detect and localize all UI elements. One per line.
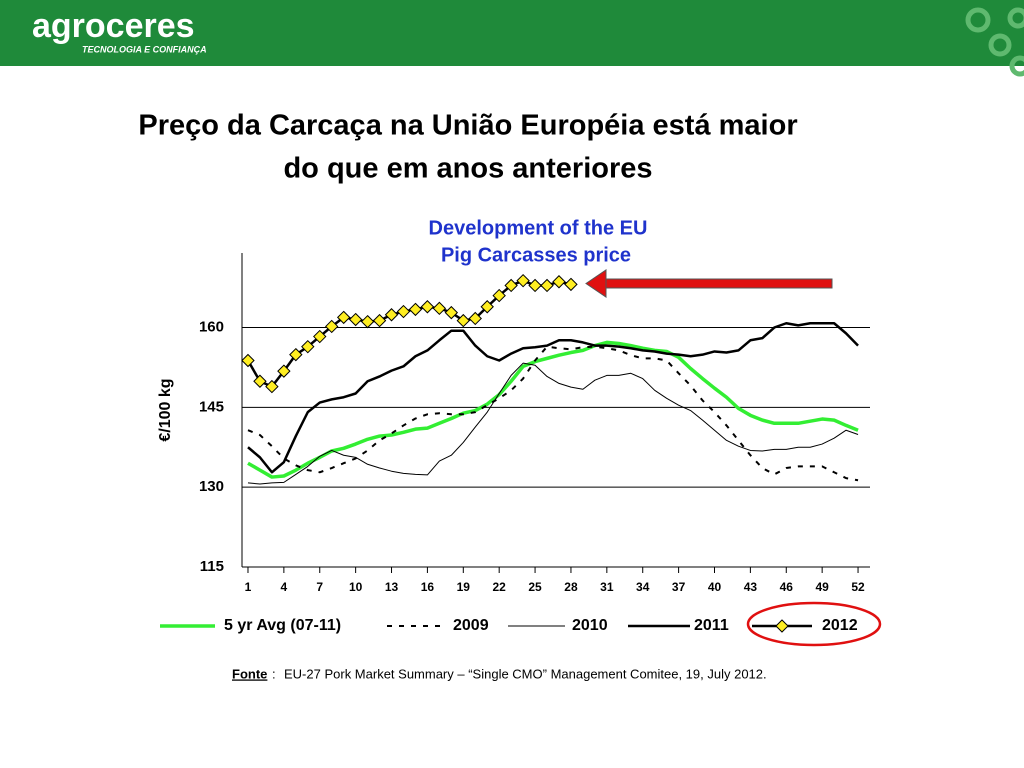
marker <box>336 310 351 325</box>
marker <box>540 278 554 293</box>
red-arrow <box>585 269 833 298</box>
legend-label: 2011 <box>694 617 729 634</box>
marker <box>241 353 255 368</box>
y-axis-label: €/100 kg <box>157 378 174 441</box>
x-tick-label: 7 <box>316 580 323 594</box>
legend-label: 2009 <box>453 617 489 634</box>
series-line <box>247 362 859 485</box>
marker <box>552 275 566 289</box>
marker <box>348 312 363 327</box>
series-line <box>246 279 572 388</box>
marker <box>265 379 279 394</box>
chart-title: Pig Carcasses price <box>441 244 631 266</box>
x-tick-label: 10 <box>349 580 363 594</box>
slide-title: do que em anos anteriores <box>283 153 652 185</box>
marker <box>444 305 459 320</box>
slide-title: Preço da Carcaça na União Européia está … <box>138 110 797 142</box>
series-line <box>247 322 859 474</box>
header-bar <box>0 0 1024 66</box>
legend-marker <box>775 619 789 633</box>
y-tick-label: 160 <box>199 318 224 335</box>
marker <box>528 278 542 293</box>
legend-label: 2010 <box>572 617 608 634</box>
marker <box>253 374 267 388</box>
legend-label: 5 yr Avg (07-11) <box>224 617 341 634</box>
marker <box>468 311 482 326</box>
marker <box>289 347 303 362</box>
y-tick-label: 115 <box>200 558 224 575</box>
marker <box>301 339 315 354</box>
x-tick-label: 46 <box>780 580 794 594</box>
highlight-ellipse <box>746 601 882 647</box>
marker <box>516 273 530 288</box>
x-tick-label: 4 <box>281 580 288 594</box>
marker <box>277 364 291 378</box>
source-label: Fonte <box>232 666 267 681</box>
marker <box>456 313 471 328</box>
marker <box>396 304 411 319</box>
x-tick-label: 25 <box>528 580 542 594</box>
x-tick-label: 52 <box>851 580 865 594</box>
marker <box>408 302 423 317</box>
x-tick-label: 1 <box>245 580 252 594</box>
x-tick-label: 28 <box>564 580 578 594</box>
y-tick-label: 145 <box>199 398 224 415</box>
x-tick-label: 43 <box>744 580 758 594</box>
marker <box>432 301 447 316</box>
legend-label: 2012 <box>822 617 858 634</box>
marker <box>325 319 339 334</box>
tagline: TECNOLOGIA E CONFIANÇA <box>82 44 207 54</box>
marker <box>384 308 399 322</box>
x-tick-label: 19 <box>457 580 471 594</box>
x-tick-label: 16 <box>421 580 435 594</box>
x-tick-label: 13 <box>385 580 399 594</box>
marker <box>564 277 578 292</box>
logo: agroceres <box>32 7 195 45</box>
x-tick-label: 37 <box>672 580 686 594</box>
gears-icon <box>965 7 1024 77</box>
x-tick-label: 34 <box>636 580 650 594</box>
colon: : <box>272 666 276 681</box>
source-text: EU-27 Pork Market Summary – “Single CMO”… <box>284 666 767 681</box>
marker <box>420 300 435 314</box>
marker <box>372 313 387 328</box>
marker <box>504 278 518 293</box>
marker <box>360 314 375 329</box>
series-line <box>247 340 859 479</box>
x-tick-label: 22 <box>493 580 507 594</box>
marker <box>492 288 506 303</box>
x-tick-label: 49 <box>815 580 829 594</box>
marker <box>313 329 327 344</box>
marker <box>480 300 494 314</box>
x-tick-label: 31 <box>600 580 614 594</box>
x-tick-label: 40 <box>708 580 722 594</box>
series-line <box>247 345 859 482</box>
y-tick-label: 130 <box>199 478 224 495</box>
chart-title: Development of the EU <box>429 217 648 239</box>
